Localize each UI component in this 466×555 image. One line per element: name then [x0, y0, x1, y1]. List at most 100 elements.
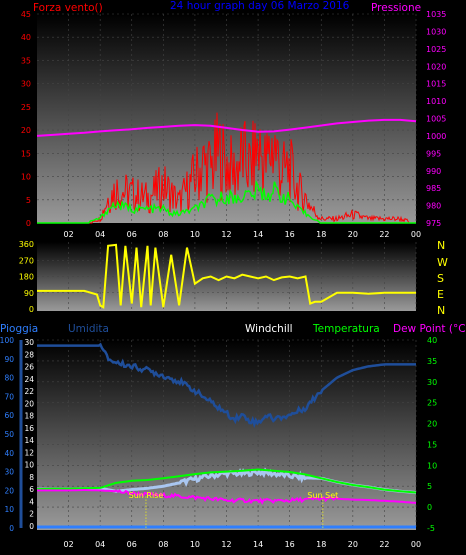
- legend-temperatura: Temperatura: [312, 323, 380, 335]
- rain-axis-tick: 10: [4, 505, 14, 514]
- rain-axis-tick: 80: [4, 374, 14, 383]
- humidity-axis-tick: 2: [29, 510, 34, 519]
- rain-axis-tick: 60: [4, 411, 14, 420]
- humidity-series: [37, 342, 416, 429]
- direction-axis-tick: 180: [19, 273, 34, 282]
- temperature-axis-tick: 25: [427, 399, 437, 408]
- legend-dew-point: Dew Point (°C): [393, 323, 466, 335]
- pressure-axis-tick: 990: [426, 167, 441, 176]
- time-tick-label: 20: [348, 230, 358, 239]
- humidity-axis-tick: 10: [24, 461, 34, 470]
- time-tick-label: 14: [253, 230, 263, 239]
- direction-axis-tick: 0: [29, 305, 34, 314]
- pressure-axis-tick: 1020: [426, 62, 446, 71]
- legend-pioggia: Pioggia: [0, 323, 38, 335]
- compass-label: S: [437, 272, 444, 285]
- rain-axis-tick: 30: [4, 468, 14, 477]
- wind-axis-tick: 15: [21, 149, 31, 158]
- time-tick-label: 04: [95, 540, 105, 549]
- graph-title: 24 hour graph day 06 Marzo 2016: [170, 0, 350, 12]
- sun-set-label: Sun Set: [307, 491, 338, 500]
- temperature-axis-tick: 15: [427, 440, 437, 449]
- direction-axis-tick: 360: [19, 240, 34, 249]
- time-tick-label: 12: [221, 230, 231, 239]
- pressure-axis-tick: 1030: [426, 27, 446, 36]
- direction-axis-tick: 270: [19, 256, 34, 265]
- pressure-axis-tick: 1035: [426, 10, 446, 19]
- header-right-label: Pressione: [371, 2, 421, 14]
- header-left-label: Forza vento(): [33, 2, 103, 14]
- temperature-axis-tick: -5: [427, 524, 435, 533]
- pressure-axis-tick: 1010: [426, 97, 446, 106]
- temperature-axis-tick: 30: [427, 378, 437, 387]
- time-tick-label: 00: [411, 540, 421, 549]
- time-tick-label: 10: [190, 540, 200, 549]
- temperature-chart: Sun Rise Sun Set 100908070605040302010030…: [0, 336, 437, 533]
- humidity-axis-tick: 0: [29, 522, 34, 531]
- compass-label: W: [437, 256, 448, 269]
- time-tick-label: 02: [63, 230, 73, 239]
- time-tick-label: 08: [158, 230, 168, 239]
- humidity-axis-tick: 8: [29, 473, 34, 482]
- humidity-axis-tick: 16: [24, 424, 34, 433]
- temperature-axis-tick: 35: [427, 357, 437, 366]
- humidity-axis-tick: 26: [24, 363, 34, 372]
- time-tick-label: 16: [285, 230, 295, 239]
- time-tick-label: 18: [316, 540, 326, 549]
- temperature-axis-tick: 5: [427, 482, 432, 491]
- time-tick-label: 04: [95, 230, 105, 239]
- humidity-axis-tick: 6: [29, 485, 34, 494]
- rain-axis-tick: 90: [4, 355, 14, 364]
- pressure-axis-tick: 975: [426, 219, 441, 228]
- compass-label: N: [437, 239, 445, 252]
- wind-axis-tick: 30: [21, 80, 31, 89]
- direction-axis-tick: 90: [24, 289, 34, 298]
- time-tick-label: 02: [63, 540, 73, 549]
- temperature-legend: Pioggia Umidita Windchill Temperatura De…: [0, 323, 466, 335]
- time-tick-label: 16: [285, 540, 295, 549]
- humidity-axis-tick: 28: [24, 350, 34, 359]
- rain-axis-tick: 0: [9, 524, 14, 533]
- pressure-axis-tick: 1005: [426, 115, 446, 124]
- wind-axis-tick: 10: [21, 173, 31, 182]
- time-axis-top: 02 04 06 08 10 12 14 16 18 20 22 00: [63, 230, 421, 239]
- temperature-series: [36, 468, 417, 494]
- humidity-axis-tick: 4: [29, 497, 34, 506]
- humidity-axis-tick: 18: [24, 412, 34, 421]
- rain-axis-tick: 100: [0, 336, 14, 345]
- time-tick-label: 18: [316, 230, 326, 239]
- rain-axis-tick: 70: [4, 392, 14, 401]
- humidity-axis-tick: 20: [24, 399, 34, 408]
- rain-axis-tick: 20: [4, 486, 14, 495]
- wind-speed-series: [37, 179, 416, 224]
- pressure-axis-tick: 1015: [426, 80, 446, 89]
- temperature-axis-tick: 40: [427, 336, 437, 345]
- legend-windchill: Windchill: [245, 323, 293, 335]
- humidity-axis-tick: 22: [24, 387, 34, 396]
- wind-axis-tick: 20: [21, 126, 31, 135]
- time-tick-label: 20: [348, 540, 358, 549]
- temperature-axis-tick: 20: [427, 420, 437, 429]
- humidity-axis-tick: 14: [24, 436, 34, 445]
- rain-axis-tick: 50: [4, 430, 14, 439]
- wind-gust-series: [37, 112, 416, 224]
- legend-umidita: Umidita: [68, 323, 109, 335]
- temperature-axis-tick: 10: [427, 461, 437, 470]
- time-tick-label: 00: [411, 230, 421, 239]
- wind-axis-tick: 35: [21, 56, 31, 65]
- pressure-series: [36, 118, 417, 137]
- time-tick-label: 22: [379, 230, 389, 239]
- rain-axis-tick: 40: [4, 449, 14, 458]
- time-tick-label: 10: [190, 230, 200, 239]
- temperature-axis-tick: 0: [427, 503, 432, 512]
- compass-label: N: [437, 304, 445, 317]
- sun-rise-label: Sun Rise: [129, 491, 164, 500]
- wind-axis-tick: 40: [21, 33, 31, 42]
- compass-label: E: [437, 288, 444, 301]
- time-tick-label: 14: [253, 540, 263, 549]
- pressure-axis-tick: 980: [426, 202, 441, 211]
- time-tick-label: 06: [127, 230, 137, 239]
- pressure-axis-tick: 1025: [426, 45, 446, 54]
